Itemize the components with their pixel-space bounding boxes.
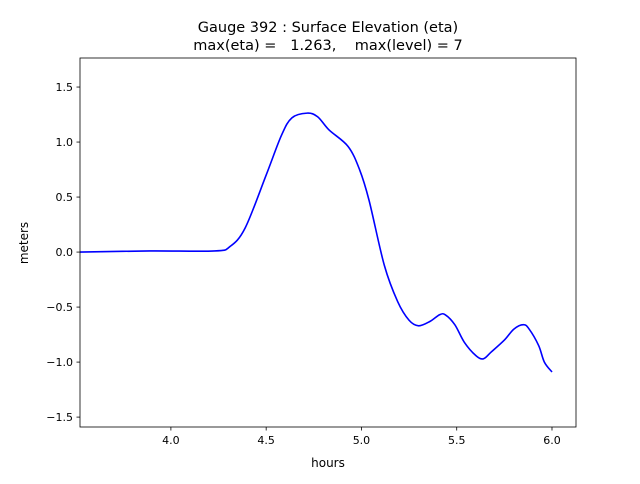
- y-axis-label: meters: [17, 222, 31, 264]
- y-tick-label: 0.0: [56, 246, 74, 259]
- y-tick-label: −0.5: [46, 301, 73, 314]
- chart-title: Gauge 392 : Surface Elevation (eta): [198, 20, 458, 36]
- x-tick-label: 5.0: [353, 434, 371, 447]
- y-tick-label: 1.5: [56, 81, 74, 94]
- plot-area: [79, 112, 553, 373]
- x-tick-label: 6.0: [543, 434, 561, 447]
- y-tick-label: 1.0: [56, 136, 74, 149]
- chart-subtitle: max(eta) = 1.263, max(level) = 7: [193, 38, 463, 54]
- x-tick-label: 4.0: [162, 434, 180, 447]
- y-tick-label: −1.5: [46, 411, 73, 424]
- y-tick-label: 0.5: [56, 191, 74, 204]
- x-axis: 4.0 4.5 5.0 5.5 6.0: [162, 427, 561, 447]
- axes-frame: [79, 57, 577, 428]
- series-line-eta: [79, 112, 553, 373]
- y-axis: 1.5 1.0 0.5 0.0 −0.5 −1.0 −1.5: [46, 81, 80, 424]
- x-tick-label: 5.5: [448, 434, 466, 447]
- x-tick-label: 4.5: [257, 434, 275, 447]
- y-tick-label: −1.0: [46, 356, 73, 369]
- x-axis-label: hours: [311, 456, 345, 470]
